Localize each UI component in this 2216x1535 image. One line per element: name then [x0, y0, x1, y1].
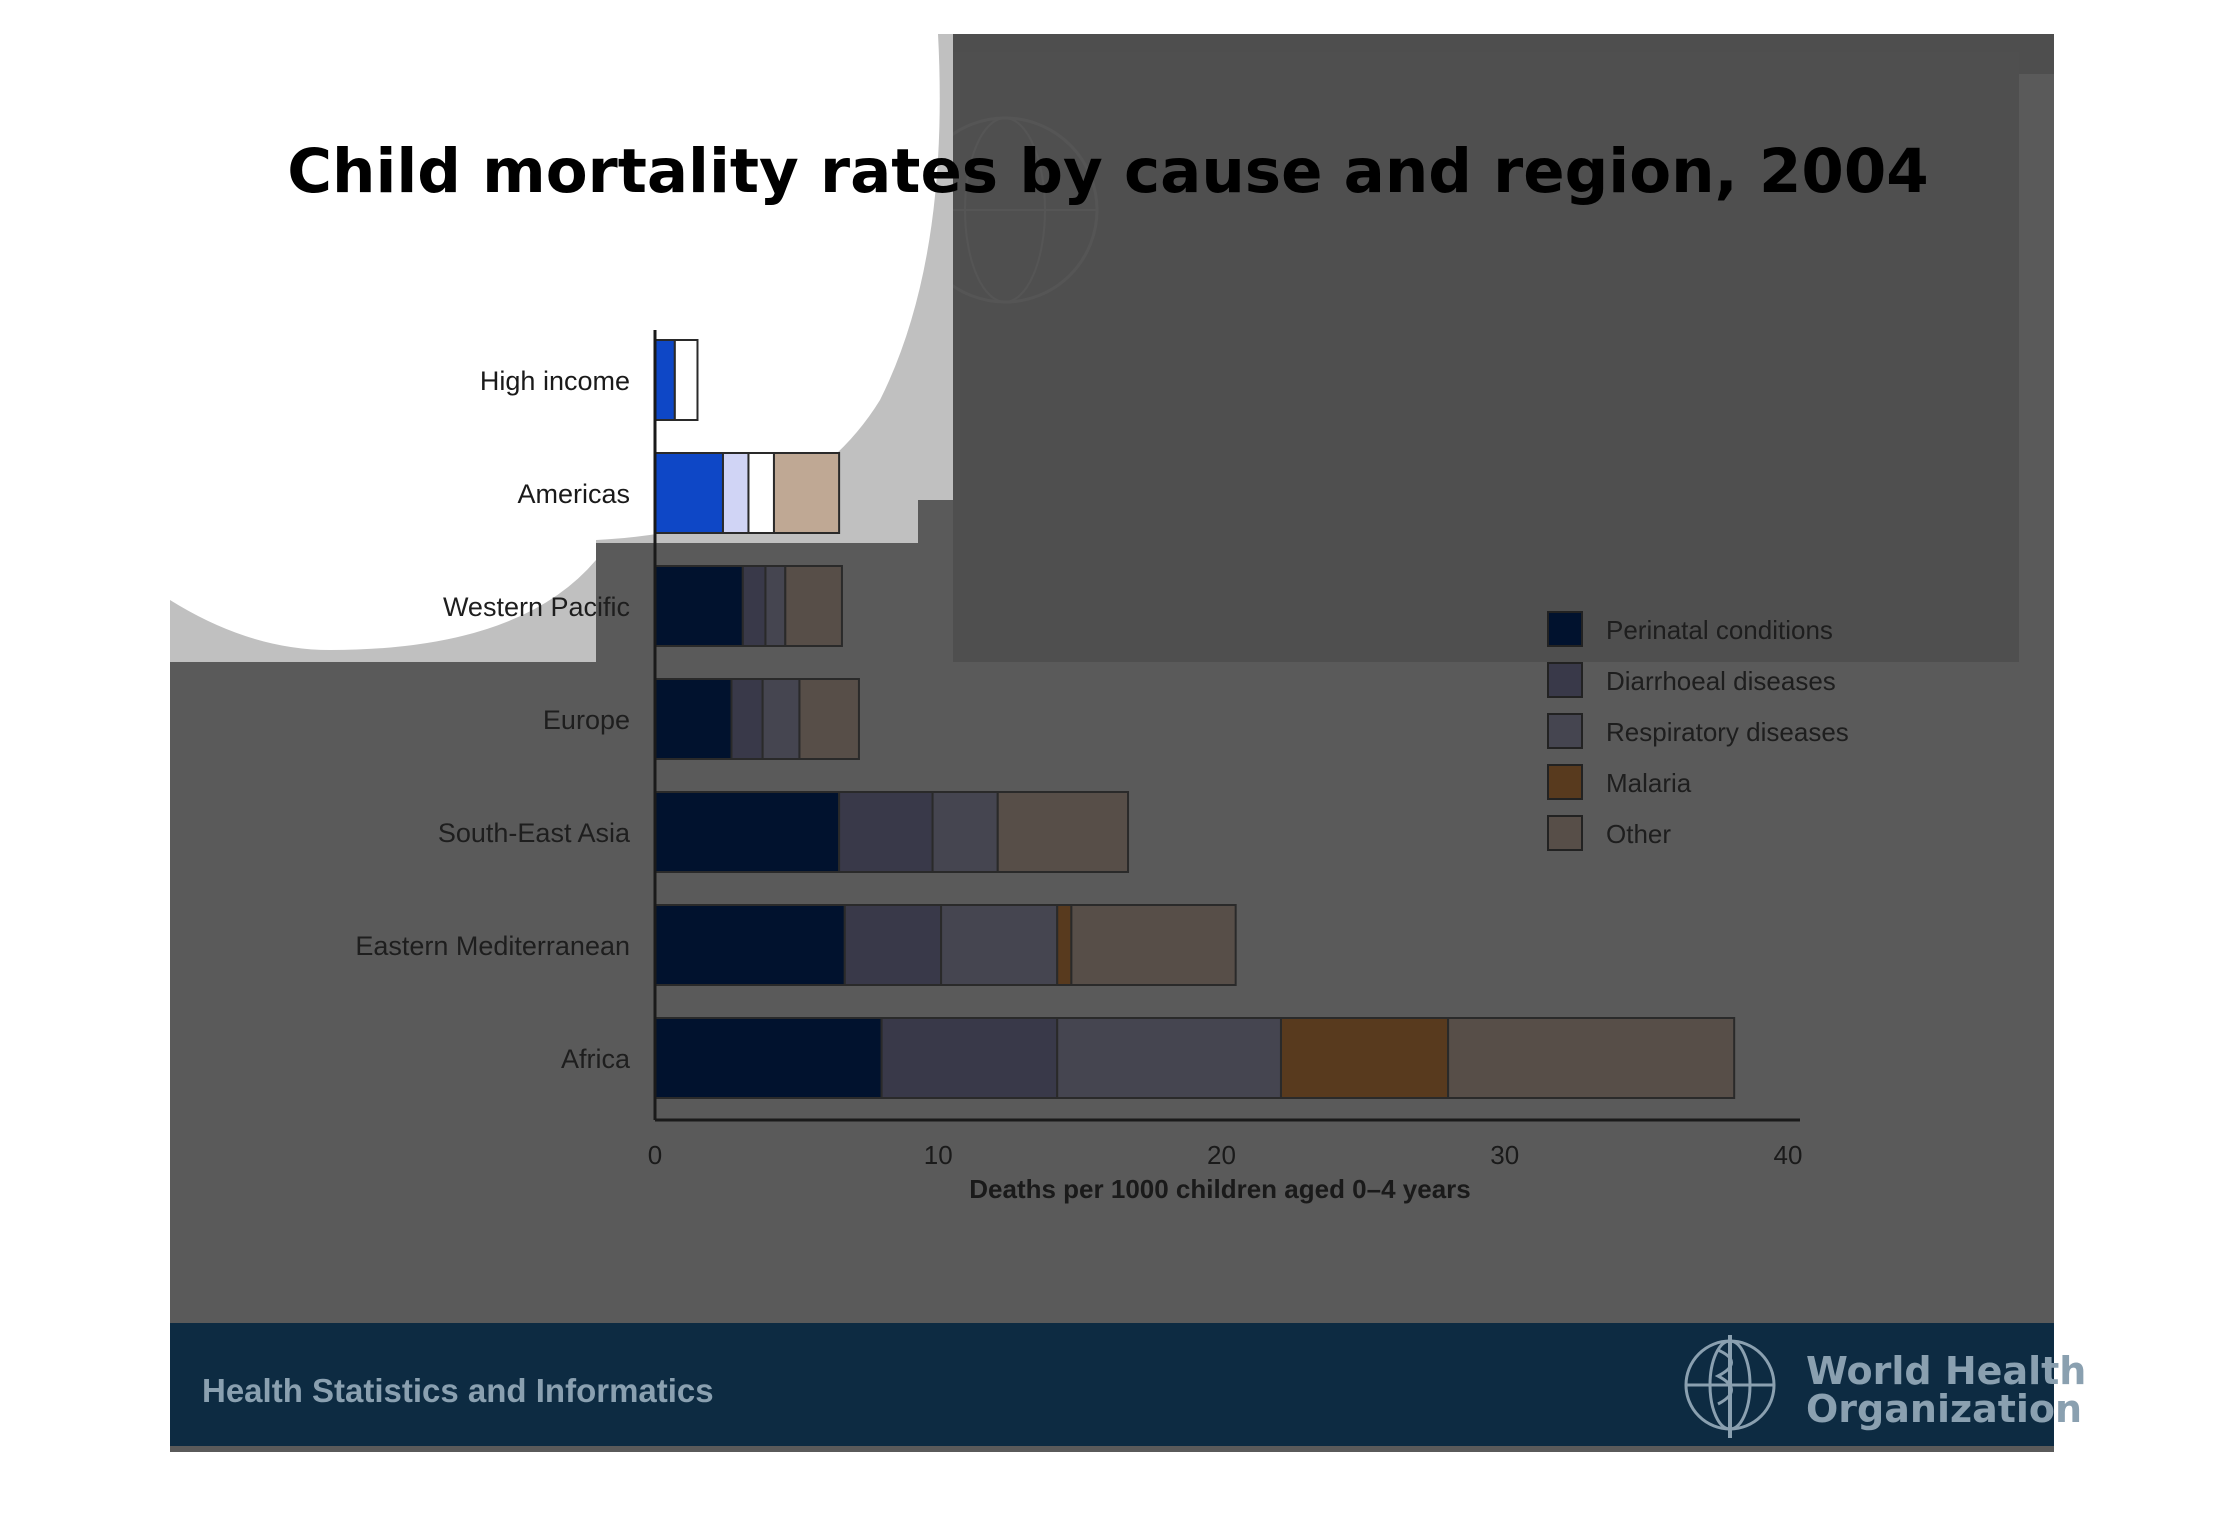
category-label: Eastern Mediterranean [355, 931, 630, 961]
upper-panel [953, 52, 2019, 662]
bar-segment-diarrhoeal-diseases [721, 452, 750, 534]
legend-swatch [1547, 662, 1583, 698]
bar-segment-other [772, 452, 841, 534]
category-label: Western Pacific [443, 592, 630, 622]
category-label: South-East Asia [438, 818, 631, 848]
legend-label: Diarrhoeal diseases [1606, 666, 1836, 696]
category-labels: High income Americas Western Pacific Europe… [355, 366, 631, 1074]
bar-segment-other [798, 678, 860, 760]
bar-segment-other [673, 339, 699, 421]
bar-segment-perinatal-conditions [654, 791, 841, 873]
who-emblem-icon [1684, 1335, 1776, 1438]
top-margin [0, 0, 2216, 34]
x-tick-label: 30 [1490, 1140, 1519, 1170]
legend-label: Respiratory diseases [1606, 717, 1849, 747]
bar-segment-respiratory-diseases [1056, 1017, 1282, 1099]
bar-segment-diarrhoeal-diseases [838, 791, 934, 873]
legend-label: Malaria [1606, 768, 1692, 798]
bar-segment-perinatal-conditions [654, 339, 676, 421]
bar-segment-perinatal-conditions [654, 678, 733, 760]
bar-segment-respiratory-diseases [747, 452, 775, 534]
x-axis: 0 10 20 30 40 [648, 330, 1803, 1170]
who-wordmark: World Health Organization [1806, 1352, 2086, 1428]
bar-segment-other [784, 565, 843, 647]
legend: Perinatal conditions Diarrhoeal diseases R… [1547, 611, 1849, 851]
bar-segment-other [996, 791, 1130, 873]
bar-segment-respiratory-diseases [931, 791, 999, 873]
legend-swatch [1547, 611, 1583, 647]
category-label: High income [480, 366, 630, 396]
bars-group [654, 339, 1736, 1099]
legend-swatch [1547, 713, 1583, 749]
bar-segment-respiratory-diseases [940, 904, 1059, 986]
bar-segment-perinatal-conditions [654, 565, 744, 647]
bar-segment-malaria [1279, 1017, 1450, 1099]
legend-label: Perinatal conditions [1606, 615, 1833, 645]
category-label: Africa [561, 1044, 631, 1074]
bar-segment-perinatal-conditions [654, 452, 724, 534]
bar-segment-diarrhoeal-diseases [843, 904, 943, 986]
bar-segment-diarrhoeal-diseases [880, 1017, 1059, 1099]
page-title: Child mortality rates by cause and regio… [287, 136, 1929, 207]
bar-segment-other [1447, 1017, 1736, 1099]
x-axis-label: Deaths per 1000 children aged 0–4 years [969, 1174, 1471, 1204]
category-label: Americas [517, 479, 630, 509]
legend-swatch [1547, 764, 1583, 800]
legend-swatch [1547, 815, 1583, 851]
footer-title: Health Statistics and Informatics [202, 1372, 714, 1409]
bar-segment-perinatal-conditions [654, 904, 846, 986]
x-tick-label: 10 [924, 1140, 953, 1170]
bar-segment-perinatal-conditions [654, 1017, 883, 1099]
bar-segment-respiratory-diseases [764, 565, 787, 647]
legend-label: Other [1606, 819, 1671, 849]
x-tick-label: 20 [1207, 1140, 1236, 1170]
x-tick-label: 0 [648, 1140, 662, 1170]
bar-segment-diarrhoeal-diseases [741, 565, 767, 647]
bar-segment-respiratory-diseases [761, 678, 801, 760]
bar-segment-other [1070, 904, 1237, 986]
who-wordmark-line-1: World Health [1806, 1349, 2087, 1393]
x-tick-label: 40 [1774, 1140, 1803, 1170]
category-label: Europe [543, 705, 630, 735]
bar-segment-diarrhoeal-diseases [730, 678, 764, 760]
who-wordmark-line-2: Organization [1806, 1387, 2083, 1431]
bar-segment-malaria [1056, 904, 1073, 986]
